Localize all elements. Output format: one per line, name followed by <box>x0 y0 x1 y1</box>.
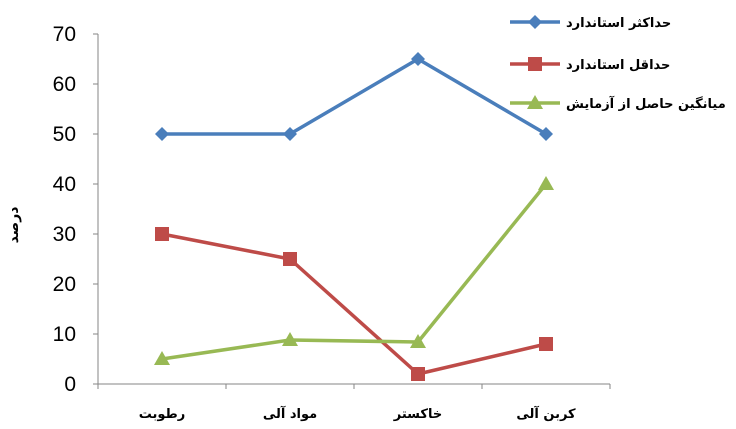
series-layer <box>154 52 554 381</box>
series-line <box>162 57 547 136</box>
legend-item: حداقل استاندارد <box>510 57 670 73</box>
y-tick-label: 30 <box>53 223 76 246</box>
y-tick-label: 70 <box>53 23 76 46</box>
data-point <box>154 351 170 365</box>
series-2 <box>155 227 553 381</box>
data-point <box>155 227 169 241</box>
legend-item: حداکثر استاندارد <box>510 15 671 31</box>
legend-marker <box>528 15 542 29</box>
x-tick-label: خاکستر <box>393 407 442 422</box>
legend-label: میانگین حاصل از آزمایش <box>566 95 726 112</box>
y-tick-label: 10 <box>53 323 76 346</box>
data-point <box>155 127 169 141</box>
legend-label: حداقل استاندارد <box>566 58 670 73</box>
data-point <box>410 334 426 348</box>
data-point <box>282 332 298 346</box>
data-point <box>283 252 297 266</box>
y-tick-label: 0 <box>64 373 76 396</box>
series-3 <box>154 176 554 365</box>
data-point <box>538 176 554 190</box>
data-point <box>411 367 425 381</box>
legend-label: حداکثر استاندارد <box>566 16 671 31</box>
y-tick-label: 20 <box>53 273 76 296</box>
data-point <box>539 127 553 141</box>
legend-marker <box>527 95 543 109</box>
data-point <box>411 52 425 66</box>
y-axis-label: درصد <box>6 207 22 244</box>
data-point <box>539 337 553 351</box>
y-tick-label: 50 <box>53 123 76 146</box>
y-tick-label: 40 <box>53 173 76 196</box>
series-line <box>161 232 547 376</box>
x-tick-label: کربن آلی <box>516 405 576 422</box>
axes: 0 10 20 30 40 50 60 70 رطوبت مواد آلی خاکستر کربن آ… <box>53 23 611 422</box>
data-point <box>283 127 297 141</box>
legend-marker <box>528 57 542 71</box>
series-line <box>161 182 548 361</box>
legend: حداکثر استاندارد حداقل استاندارد میانگین ح… <box>510 15 726 112</box>
x-tick-label: مواد آلی <box>263 405 317 422</box>
series-1 <box>155 52 553 141</box>
x-tick-label: رطوبت <box>139 407 186 422</box>
legend-item: میانگین حاصل از آزمایش <box>510 95 726 112</box>
y-tick-label: 60 <box>53 73 76 96</box>
